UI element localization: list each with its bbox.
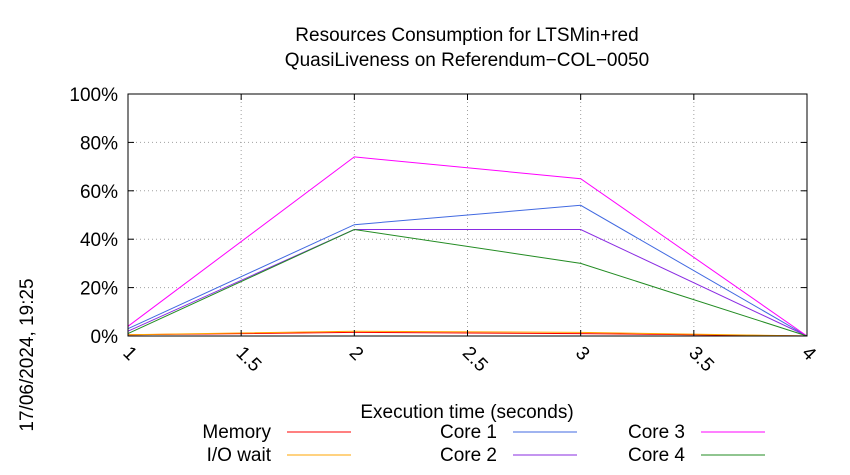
y-tick-label: 100% <box>69 85 118 106</box>
x-tick-label: 1 <box>118 343 140 365</box>
x-tick-label: 3.5 <box>684 343 718 377</box>
series-line-core-3 <box>127 156 808 337</box>
legend-label-i-o-wait: I/O wait <box>207 445 272 466</box>
legend-label-memory: Memory <box>202 422 271 443</box>
y-tick-label: 60% <box>80 182 118 203</box>
legend-label-core-4: Core 4 <box>628 445 685 466</box>
chart-title: Resources Consumption for LTSMin+red Qua… <box>285 25 649 71</box>
x-tick-label: 4 <box>797 343 820 366</box>
x-axis-label: Execution time (seconds) <box>360 402 573 423</box>
chart-title-line-1: Resources Consumption for LTSMin+red <box>295 25 638 46</box>
series-line-core-1 <box>127 204 808 337</box>
series-line-core-4 <box>127 228 808 337</box>
x-tick-label: 3 <box>571 343 593 365</box>
series-lines <box>127 156 808 337</box>
y-tick-label: 0% <box>91 327 119 348</box>
x-tick-label: 2.5 <box>458 343 492 377</box>
chart-title-line-2: QuasiLiveness on Referendum−COL−0050 <box>285 50 649 71</box>
y-tick-labels: 0% 20% 40% 60% 80% 100% <box>69 85 807 348</box>
timestamp-label: 17/06/2024, 19:25 <box>17 278 38 431</box>
x-tick-label: 1.5 <box>232 343 266 377</box>
x-tick-label: 2 <box>345 343 367 365</box>
series-line-core-2 <box>127 229 808 337</box>
legend-label-core-3: Core 3 <box>628 422 685 443</box>
y-tick-label: 20% <box>80 279 118 300</box>
legend-label-core-2: Core 2 <box>440 445 497 466</box>
y-tick-label: 40% <box>80 230 118 251</box>
y-tick-label: 80% <box>80 133 118 154</box>
legend-label-core-1: Core 1 <box>440 422 497 443</box>
